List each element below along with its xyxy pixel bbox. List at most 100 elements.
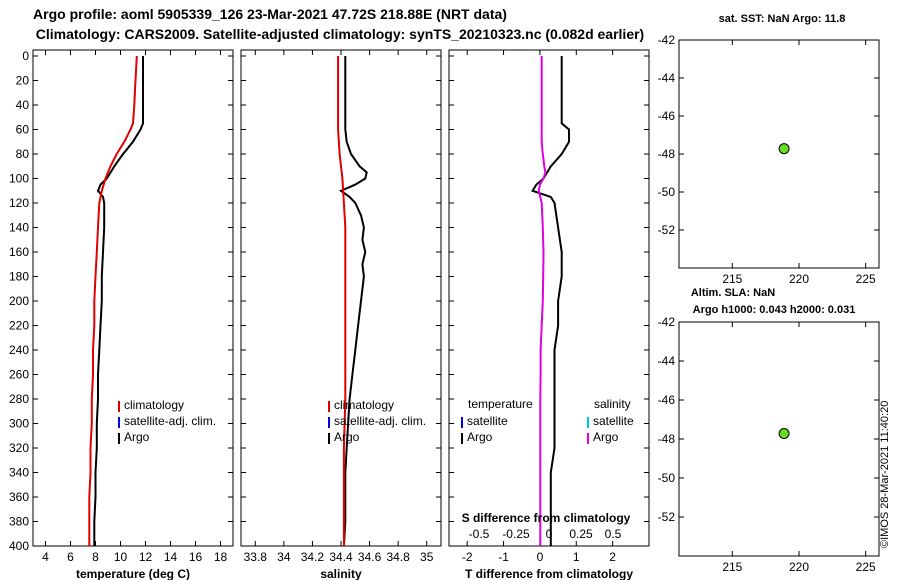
y-tick-label: 160: [9, 245, 29, 259]
y-tick-label: 240: [9, 343, 29, 357]
y-tick-label: 20: [16, 74, 30, 88]
axes-frame: [32, 49, 234, 547]
series-line-argo: [93, 56, 144, 546]
y-tick-label: 0: [22, 49, 29, 63]
map-frame: [678, 321, 880, 557]
y-tick-label: 80: [16, 147, 30, 161]
legend-swatch: [587, 417, 589, 428]
x-tick-label: 33.8: [244, 550, 268, 564]
legend-label: Argo: [593, 430, 619, 444]
x-tick-label: 34.6: [358, 550, 382, 564]
legend-swatch: [461, 417, 463, 428]
legend-label: Argo: [124, 430, 150, 444]
top-tick-label: 0: [546, 527, 553, 541]
y-tick-label: 320: [9, 441, 29, 455]
y-tick-label: 400: [9, 539, 29, 553]
x-tick-label: 34.2: [301, 550, 325, 564]
y-tick-label: -44: [658, 354, 676, 368]
y-tick-label: -46: [658, 109, 676, 123]
legend-label: Argo: [334, 430, 360, 444]
top-tick-label: -0.5: [469, 527, 490, 541]
y-tick-label: -42: [658, 315, 676, 329]
x-tick-label: 14: [164, 550, 178, 564]
x-tick-label: 8: [92, 550, 99, 564]
series-line-t-difference-argo-: [531, 56, 570, 546]
y-tick-label: 300: [9, 417, 29, 431]
legend-title-salinity: salinity: [594, 397, 631, 411]
sla-map-title-line-1: Altim. SLA: NaN: [691, 287, 775, 299]
series-line-argo: [338, 56, 368, 547]
x-tick-label: 220: [789, 272, 809, 286]
map-frame: [678, 39, 880, 269]
legend-label: satellite-adj. clim.: [334, 414, 426, 428]
legend-swatch: [328, 401, 330, 412]
legend-label: satellite-adj. clim.: [124, 414, 216, 428]
x-tick-label: 35: [420, 550, 434, 564]
axes-frame: [240, 49, 442, 547]
y-tick-label: 60: [16, 123, 30, 137]
top-axis-label: S difference from climatology: [462, 511, 631, 525]
series-line-climatology: [88, 55, 138, 546]
sst-map-title: sat. SST: NaN Argo: 11.8: [719, 13, 846, 25]
x-axis-label: T difference from climatology: [465, 567, 633, 580]
y-tick-label: -50: [658, 471, 676, 485]
top-tick-label: 0.25: [569, 527, 593, 541]
y-tick-label: -48: [658, 147, 676, 161]
x-tick-label: 2: [609, 550, 616, 564]
legend-swatch: [118, 401, 120, 412]
legend-label: climatology: [334, 398, 394, 412]
y-tick-label: -42: [658, 33, 676, 47]
y-tick-label: 40: [16, 98, 30, 112]
x-axis-label: salinity: [320, 567, 362, 580]
series-line-climatology: [337, 56, 347, 546]
x-tick-label: 18: [214, 550, 228, 564]
legend-swatch: [328, 433, 330, 444]
legend-swatch: [118, 417, 120, 428]
y-tick-label: 180: [9, 270, 29, 284]
x-tick-label: 215: [722, 272, 742, 286]
x-tick-label: 34.8: [386, 550, 410, 564]
y-tick-label: 120: [9, 196, 29, 210]
top-tick-label: 0.5: [605, 527, 622, 541]
x-tick-label: 16: [189, 550, 203, 564]
x-tick-label: -1: [498, 550, 509, 564]
y-tick-label: 200: [9, 294, 29, 308]
sst-map-panel: 215 220 225 -42 -44 -46 -48 -50 -52: [658, 33, 880, 286]
y-tick-label: -48: [658, 432, 676, 446]
x-tick-label: 0: [537, 550, 544, 564]
sla-map-title-line-2: Argo h1000: 0.043 h2000: 0.031: [693, 304, 856, 316]
legend-title-temperature: temperature: [468, 397, 533, 411]
y-tick-label: 280: [9, 392, 29, 406]
x-tick-label: 215: [722, 560, 742, 574]
legend-label: satellite: [593, 414, 634, 428]
y-tick-label: 360: [9, 490, 29, 504]
x-tick-label: 6: [67, 550, 74, 564]
legend-swatch: [328, 417, 330, 428]
legend-swatch: [461, 433, 463, 444]
top-tick-label: -0.25: [502, 527, 530, 541]
x-tick-label: 220: [789, 560, 809, 574]
x-tick-label: 225: [856, 560, 876, 574]
axes-frame: [448, 49, 650, 547]
sla-map-panel: 215 220 225 -42 -44 -46 -48 -50 -52: [658, 315, 880, 574]
difference-panel: -2 -1 0 1 2 T difference from climatology temp…: [448, 49, 650, 580]
legend-label: Argo: [467, 430, 493, 444]
legend-swatch: [118, 433, 120, 444]
y-tick-label: -52: [658, 510, 676, 524]
y-tick-label: 380: [9, 515, 29, 529]
y-tick-label: 140: [9, 221, 29, 235]
x-tick-label: -2: [462, 550, 473, 564]
x-tick-label: 4: [42, 550, 49, 564]
x-tick-label: 34.4: [329, 550, 353, 564]
x-axis-label: temperature (deg C): [76, 567, 190, 580]
y-tick-label: 340: [9, 466, 29, 480]
x-tick-label: 34: [277, 550, 291, 564]
legend-swatch: [587, 433, 589, 444]
temperature-panel: 4 6 8 10 12 14 16 18020406080100120140160180200…: [9, 49, 234, 580]
legend-label: climatology: [124, 398, 184, 412]
y-tick-label: -50: [658, 185, 676, 199]
y-tick-label: 260: [9, 368, 29, 382]
footer-stamp: ©IMOS 28-Mar-2021 11:40:20: [879, 401, 891, 548]
float-position-marker: [778, 143, 790, 155]
